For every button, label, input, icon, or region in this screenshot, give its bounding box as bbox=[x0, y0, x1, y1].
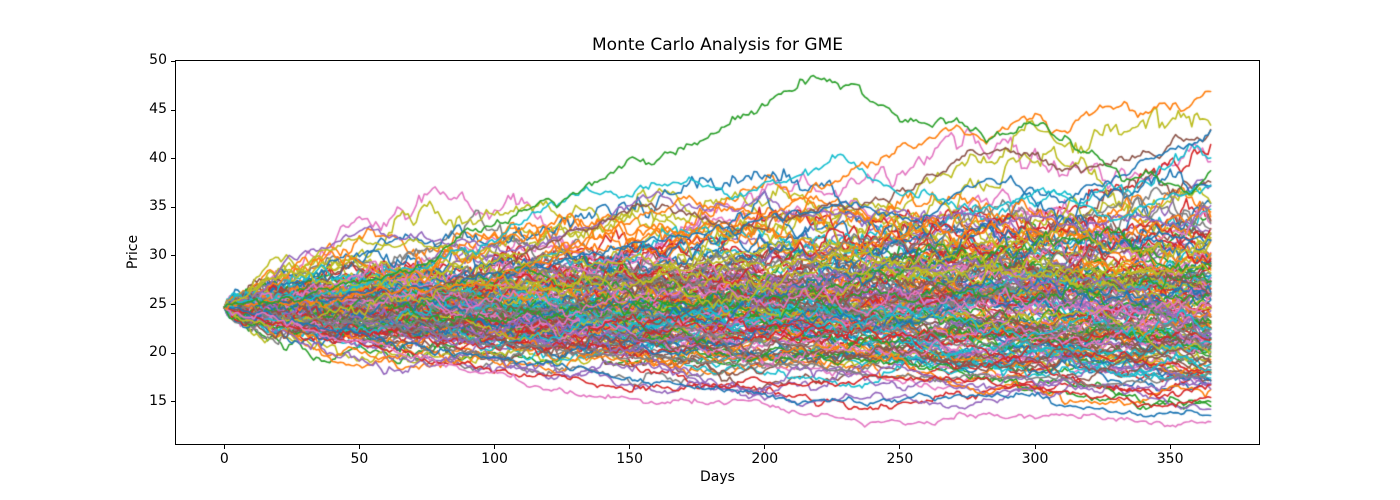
x-tick-label: 150 bbox=[616, 451, 644, 467]
y-tick-label: 30 bbox=[149, 246, 167, 263]
x-tick-mark bbox=[358, 445, 360, 449]
y-tick-mark bbox=[171, 255, 175, 257]
y-tick-mark bbox=[171, 206, 175, 208]
y-tick-label: 20 bbox=[149, 344, 167, 361]
x-tick-mark bbox=[1169, 445, 1171, 449]
y-tick-label: 45 bbox=[149, 101, 167, 118]
x-tick-label: 200 bbox=[751, 451, 779, 467]
y-tick-label: 40 bbox=[149, 149, 167, 166]
x-tick-label: 0 bbox=[219, 451, 229, 467]
y-tick-mark bbox=[171, 158, 175, 160]
x-tick-label: 100 bbox=[481, 451, 508, 467]
x-tick-mark bbox=[764, 445, 766, 449]
x-tick-mark bbox=[1034, 445, 1036, 449]
y-tick-mark bbox=[171, 401, 175, 403]
y-tick-mark bbox=[171, 304, 175, 305]
x-tick-mark bbox=[629, 445, 631, 449]
x-axis-label: Days bbox=[700, 469, 735, 485]
x-tick-label: 250 bbox=[886, 451, 914, 467]
x-tick-mark bbox=[223, 445, 225, 449]
x-tick-mark bbox=[494, 445, 496, 449]
x-tick-label: 50 bbox=[350, 451, 369, 467]
y-tick-label: 35 bbox=[149, 198, 167, 215]
y-axis-label: Price bbox=[125, 234, 141, 270]
x-tick-label: 300 bbox=[1021, 451, 1049, 467]
y-tick-label: 15 bbox=[149, 392, 167, 409]
chart-title: Monte Carlo Analysis for GME bbox=[592, 35, 843, 55]
x-tick-mark bbox=[899, 445, 901, 449]
y-tick-mark bbox=[171, 352, 175, 354]
y-tick-mark bbox=[171, 109, 175, 111]
y-tick-mark bbox=[171, 60, 175, 62]
x-tick-label: 350 bbox=[1156, 451, 1184, 467]
y-tick-label: 50 bbox=[149, 52, 167, 69]
y-tick-label: 25 bbox=[149, 295, 167, 312]
